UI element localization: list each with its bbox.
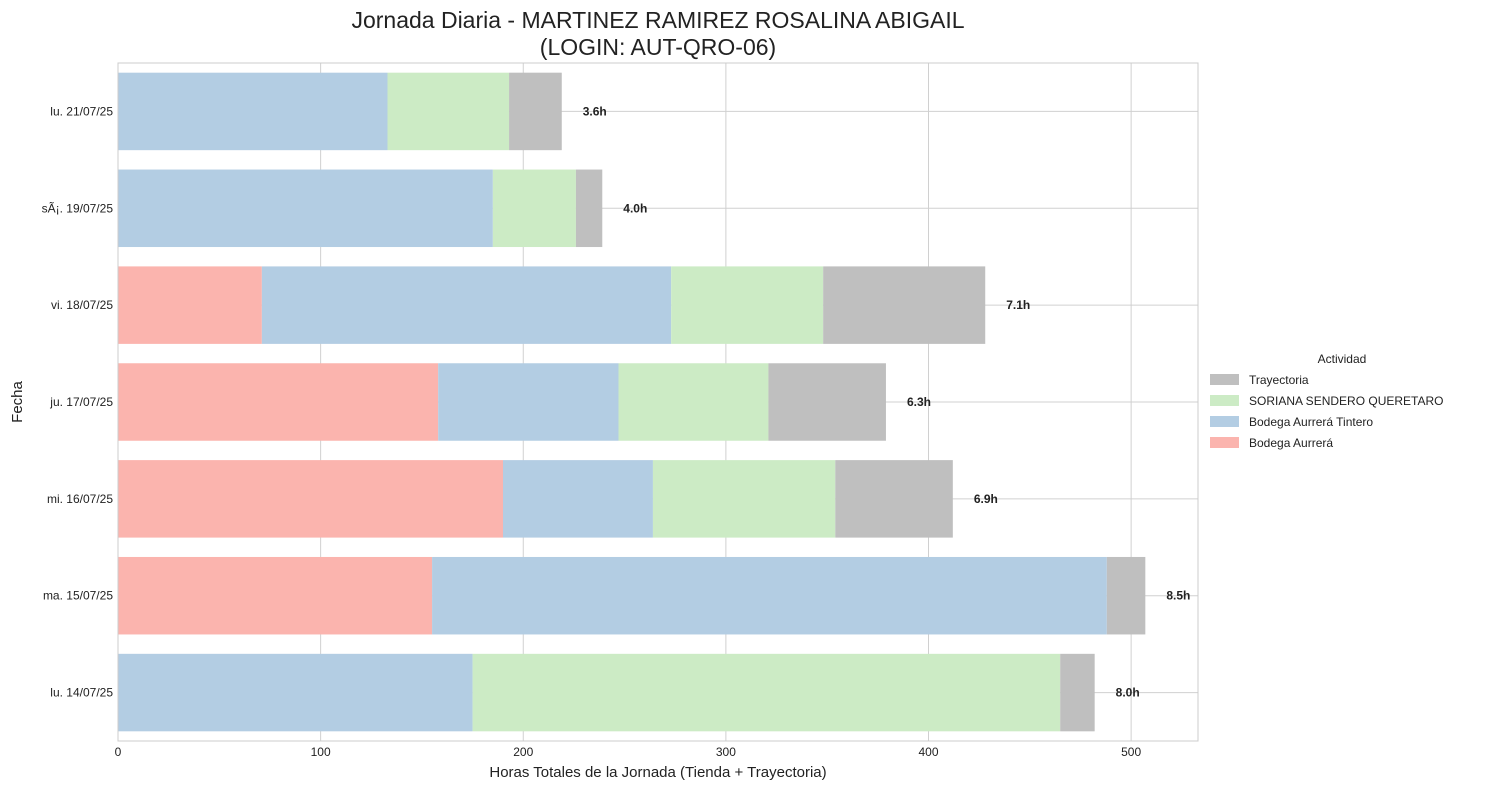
bar-segment: [118, 363, 439, 441]
legend-label: Bodega Aurrerá Tintero: [1249, 415, 1373, 429]
x-axis-label: Horas Totales de la Jornada (Tienda + Tr…: [489, 764, 826, 781]
x-tick-label: 200: [513, 745, 533, 759]
chart-title: Jornada Diaria - MARTINEZ RAMIREZ ROSALI…: [351, 7, 964, 33]
bar-segment: [575, 169, 603, 248]
bar-segment: [823, 266, 986, 344]
plot-frame: [117, 62, 1199, 742]
legend-label: SORIANA SENDERO QUERETARO: [1249, 394, 1443, 408]
legend-swatch: [1210, 374, 1239, 385]
bar-segment: [432, 556, 1107, 635]
bar-segment: [835, 460, 953, 538]
bar-segment: [671, 266, 824, 344]
bar-segment: [118, 556, 433, 635]
y-tick-label: ju. 17/07/25: [49, 395, 113, 409]
bar-segment: [1106, 556, 1146, 635]
chart-subtitle: (LOGIN: AUT-QRO-06): [540, 34, 776, 60]
total-label: 4.0h: [623, 201, 647, 215]
total-label: 8.0h: [1116, 686, 1140, 700]
total-label: 3.6h: [583, 104, 607, 118]
y-tick-label: mi. 16/07/25: [47, 492, 113, 506]
total-label: 8.5h: [1166, 589, 1190, 603]
total-label: 6.9h: [974, 492, 998, 506]
total-label: 7.1h: [1006, 298, 1030, 312]
bar-segment: [118, 653, 473, 732]
plot-area: 0 100 200 300 400 500 lu. 21/07/25 sÃ¡. 19/07/2…: [42, 62, 1199, 759]
y-tick-label: ma. 15/07/25: [43, 589, 113, 603]
legend-label: Trayectoria: [1249, 373, 1309, 387]
bar-segment: [492, 169, 576, 248]
bar-segment: [1060, 653, 1095, 732]
legend-label: Bodega Aurrerá: [1249, 436, 1333, 450]
x-tick-label: 400: [918, 745, 938, 759]
bar-segment: [652, 460, 836, 538]
legend-swatch: [1210, 395, 1239, 406]
bar-segment: [387, 72, 510, 151]
y-tick-label: lu. 21/07/25: [50, 104, 113, 118]
bar-segment: [618, 363, 769, 441]
bar-segment: [118, 169, 493, 248]
bar-segment: [118, 72, 388, 151]
legend-title: Actividad: [1318, 352, 1367, 366]
bar-segment: [472, 653, 1061, 732]
bar-segment: [118, 266, 262, 344]
bar-segment: [509, 72, 562, 151]
x-tick-label: 100: [311, 745, 331, 759]
x-tick-label: 500: [1121, 745, 1141, 759]
x-tick-label: 0: [115, 745, 122, 759]
x-tick-label: 300: [716, 745, 736, 759]
bar-segment: [261, 266, 672, 344]
legend: Actividad Trayectoria SORIANA SENDERO QUE…: [1210, 352, 1443, 450]
total-label: 6.3h: [907, 395, 931, 409]
y-tick-label: lu. 14/07/25: [50, 686, 113, 700]
bar-segment: [438, 363, 619, 441]
y-tick-label: sÃ¡. 19/07/25: [42, 201, 114, 215]
bar-segment: [768, 363, 886, 441]
bar-segment: [502, 460, 653, 538]
legend-swatch: [1210, 437, 1239, 448]
legend-swatch: [1210, 416, 1239, 427]
y-tick-label: vi. 18/07/25: [51, 298, 113, 312]
bar-segment: [118, 460, 503, 538]
y-axis-label: Fecha: [9, 381, 26, 423]
